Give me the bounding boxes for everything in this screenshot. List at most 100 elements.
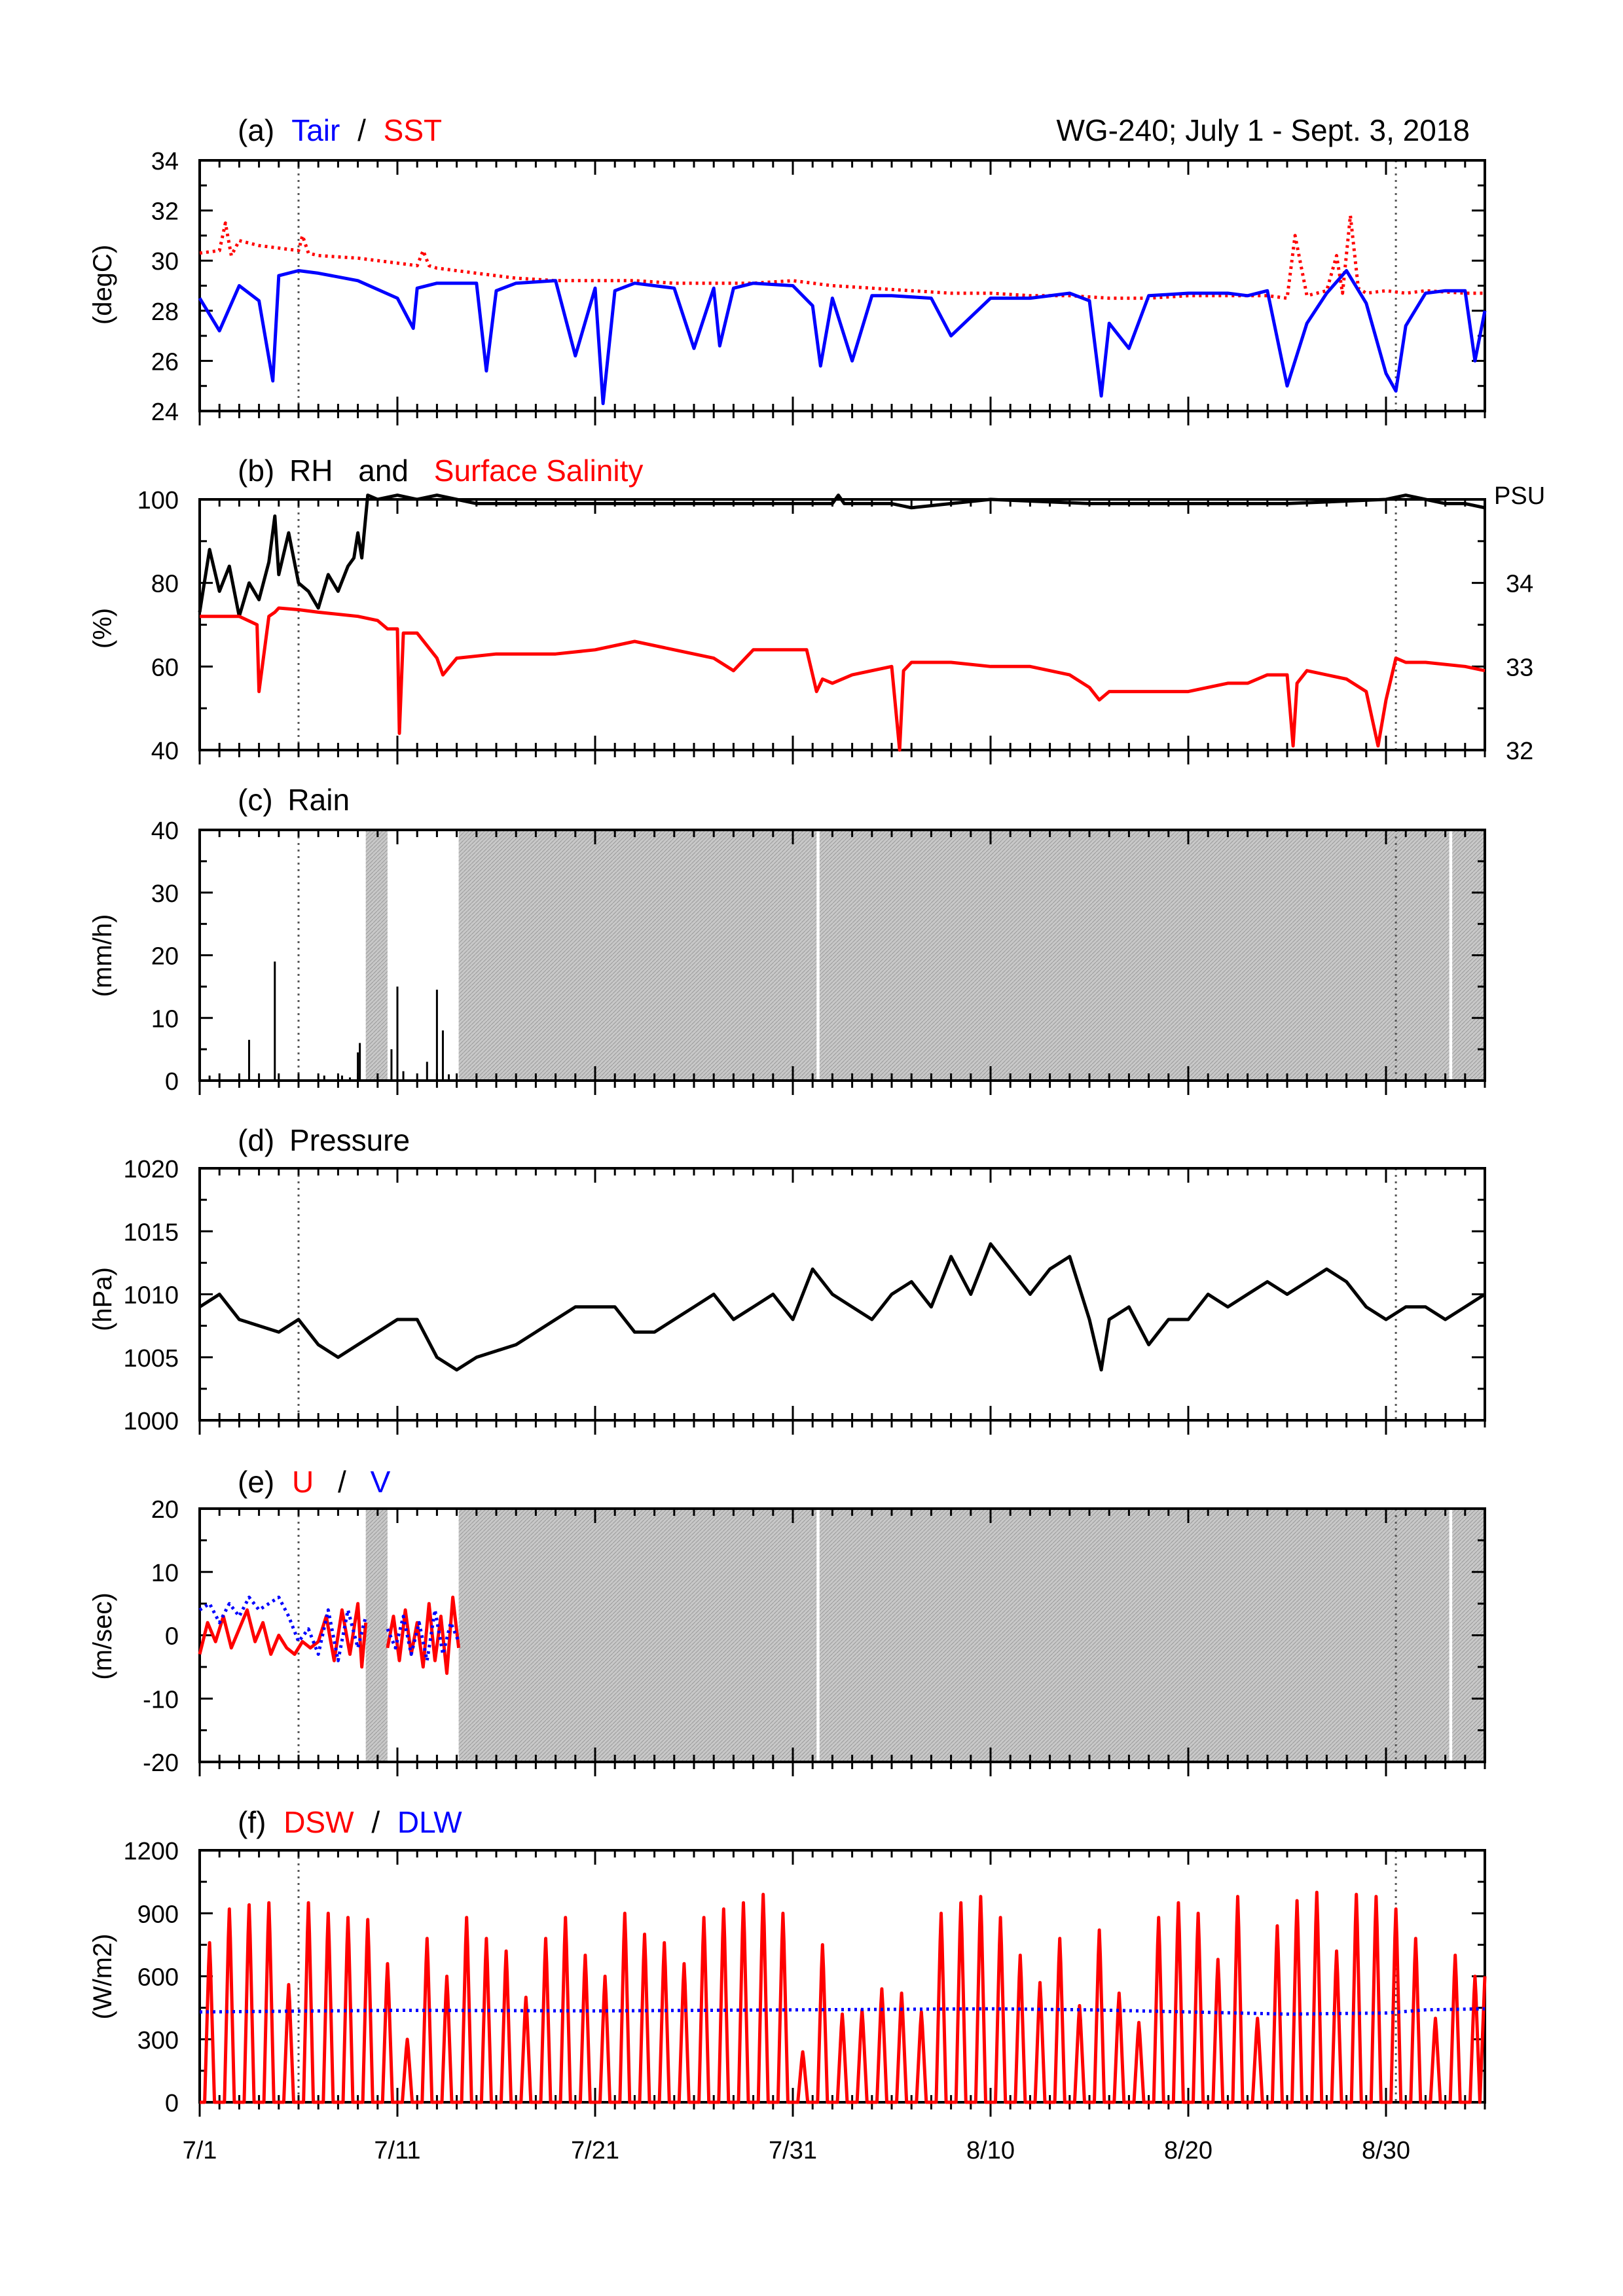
panel-f-line-dsw xyxy=(200,1890,1487,2104)
panel-d-line-pressure xyxy=(198,1242,1486,1372)
panel-f-separator: / xyxy=(371,1805,380,1839)
svg-text:(e) U / V: (e) U / V xyxy=(238,1465,391,1499)
panel-a-y-tick-label: 34 xyxy=(151,148,179,175)
panel-d-y-tick-label: 1000 xyxy=(123,1408,179,1435)
panel-d-y-tick-label: 1020 xyxy=(123,1156,179,1183)
panel-b-y-tick-label: 40 xyxy=(151,738,179,765)
panel-e-y-tick-label: -20 xyxy=(143,1749,179,1777)
panel-c-gap-shading-2 xyxy=(819,830,1450,1081)
panel-a-ylabel: (degC) xyxy=(88,245,117,325)
panel-d-ylabel: (hPa) xyxy=(88,1267,117,1331)
panel-e-line-u xyxy=(198,1602,368,1669)
panel-a-y-tick-label: 26 xyxy=(151,348,179,376)
date-axis-labels: 7/1 7/11 7/21 7/31 8/10 8/20 8/30 xyxy=(183,2137,1410,2164)
date-tick-label: 7/21 xyxy=(571,2137,619,2164)
panel-c-prefix: (c) xyxy=(238,783,273,817)
panel-d-y-tick-label: 1015 xyxy=(123,1219,179,1246)
panel-b-separator: and xyxy=(358,454,409,488)
panel-c-y-tick-label: 30 xyxy=(151,880,179,908)
panel-e-gap-shading-2 xyxy=(819,1509,1450,1762)
panel-c-y-tick-label: 0 xyxy=(165,1068,179,1096)
panel-e-y-tick-label: -10 xyxy=(143,1686,179,1713)
panel-b-y-tick-label: 60 xyxy=(151,654,179,681)
panel-d-y-tick-label: 1005 xyxy=(123,1345,179,1372)
panel-a-series-tair: Tair xyxy=(291,113,340,147)
figure-title: WG-240; July 1 - Sept. 3, 2018 xyxy=(1056,113,1470,147)
panel-c-plot: 0 10 20 30 40 xyxy=(151,817,1486,1096)
panel-c: (c) Rain (mm/h) 0 10 20 30 40 xyxy=(88,783,1486,1096)
panel-f-y-tick-label: 1200 xyxy=(123,1838,179,1865)
panel-e-frame xyxy=(198,1507,1486,1763)
panel-c-title: Rain xyxy=(287,783,350,817)
date-tick-label: 7/31 xyxy=(769,2137,817,2164)
panel-c-frame xyxy=(198,829,1486,1082)
panel-a-separator: / xyxy=(357,113,366,147)
panel-a-prefix: (a) xyxy=(238,113,274,147)
panel-c-ylabel: (mm/h) xyxy=(88,914,117,997)
panel-c-gap-shading-1 xyxy=(458,830,817,1081)
panel-d-plot: 1000 1005 1010 1015 1020 xyxy=(123,1156,1486,1435)
panel-b: (b) RH and Surface Salinity (%) PSU 40 60… xyxy=(88,454,1545,765)
panel-a-plot: 24 26 28 30 32 34 xyxy=(151,148,1487,426)
panel-e-gap-shading-0 xyxy=(365,1509,388,1762)
panel-d: (d) Pressure (hPa) 1000 1005 1010 1015 1020 xyxy=(88,1123,1486,1435)
panel-b-y-tick-label: 80 xyxy=(151,571,179,598)
panel-a: (a) Tair / SST (degC) 24 26 28 30 32 34 xyxy=(88,113,1487,426)
panel-c-gap-shading-0 xyxy=(365,830,388,1081)
panel-e-y-tick-label: 10 xyxy=(151,1560,179,1587)
date-tick-label: 8/20 xyxy=(1164,2137,1213,2164)
svg-text:(c) Rain: (c) Rain xyxy=(238,783,350,817)
panel-e-gap-shading-1 xyxy=(458,1509,817,1762)
panel-b-y2-title: PSU xyxy=(1494,482,1545,510)
panel-f-plot: 0 300 600 900 1200 xyxy=(123,1838,1487,2117)
panel-f-y-tick-label: 0 xyxy=(165,2090,179,2117)
panel-c-y-tick-label: 20 xyxy=(151,943,179,971)
panel-b-plot: 40 60 80 100 32 33 34 xyxy=(137,487,1534,765)
panel-f: (f) DSW / DLW (W/m2) 0 300 600 900 1200 xyxy=(88,1805,1487,2117)
panel-d-frame xyxy=(198,1167,1486,1422)
panel-b-y2-tick-label: 34 xyxy=(1506,571,1533,598)
panel-a-series-sst: SST xyxy=(384,113,442,147)
panel-e-series-u: U xyxy=(292,1465,314,1499)
panel-b-y2-tick-label: 33 xyxy=(1506,654,1533,681)
panel-b-line-rh xyxy=(198,493,1486,619)
panel-f-series-dsw: DSW xyxy=(283,1805,354,1839)
panel-e-ylabel: (m/sec) xyxy=(88,1592,117,1679)
svg-text:(f) DSW / DL: (f) DSW / DLW xyxy=(238,1805,462,1839)
panel-b-y2-tick-label: 32 xyxy=(1506,738,1533,765)
panel-e: (e) U / V (m/sec) -20 -10 0 10 20 xyxy=(88,1465,1486,1777)
panel-b-line-surface-salinity xyxy=(200,606,1486,752)
panel-e-plot: -20 -10 0 10 20 xyxy=(143,1496,1486,1777)
panel-f-line-dlw xyxy=(199,2007,1486,2016)
panel-e-prefix: (e) xyxy=(238,1465,274,1499)
panel-e-y-tick-label: 0 xyxy=(165,1623,179,1651)
panel-c-y-tick-label: 40 xyxy=(151,817,179,845)
panel-e-line-u2 xyxy=(386,1595,461,1676)
panel-a-line-tair xyxy=(198,269,1487,405)
panel-b-prefix: (b) xyxy=(238,454,274,488)
date-tick-label: 8/30 xyxy=(1362,2137,1410,2164)
svg-text:(b) RH and S: (b) RH and Surface Salinity xyxy=(238,454,643,488)
panel-f-y-tick-label: 300 xyxy=(137,2027,179,2054)
panel-c-y-tick-label: 10 xyxy=(151,1005,179,1033)
date-tick-label: 7/1 xyxy=(183,2137,217,2164)
svg-text:(d) Pressure: (d) Pressure xyxy=(238,1123,410,1157)
panel-e-y-tick-label: 20 xyxy=(151,1496,179,1524)
panel-a-y-tick-label: 28 xyxy=(151,298,179,326)
panel-d-prefix: (d) xyxy=(238,1123,274,1157)
panel-a-line-sst xyxy=(199,213,1485,300)
panel-b-y-tick-label: 100 xyxy=(137,487,179,514)
panel-e-line-v xyxy=(198,1595,368,1662)
date-tick-label: 8/10 xyxy=(966,2137,1015,2164)
panel-d-y-tick-label: 1010 xyxy=(123,1282,179,1310)
panel-b-series-rh: RH xyxy=(289,454,333,488)
svg-text:(a) Tair / S: (a) Tair / SST xyxy=(238,113,442,147)
panel-f-ylabel: (W/m2) xyxy=(88,1933,117,2019)
panel-f-series-dlw: DLW xyxy=(397,1805,462,1839)
panel-e-series-v: V xyxy=(371,1465,391,1499)
date-tick-label: 7/11 xyxy=(374,2137,420,2164)
panel-a-y-tick-label: 32 xyxy=(151,198,179,226)
panel-e-separator: / xyxy=(338,1465,346,1499)
panel-a-frame xyxy=(198,159,1486,412)
